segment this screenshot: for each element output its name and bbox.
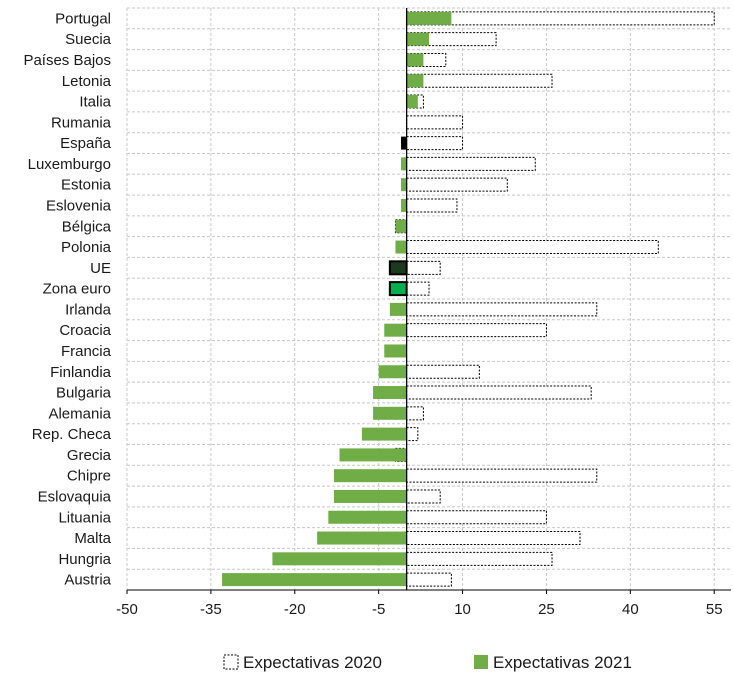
x-tick-label: -20 — [284, 601, 306, 618]
category-label: Hungria — [58, 551, 111, 568]
bar-2020 — [407, 490, 441, 503]
category-label: Polonia — [61, 239, 112, 256]
bar-2021 — [384, 344, 406, 357]
legend-item-2020: Expectativas 2020 — [224, 653, 382, 672]
x-tick-label: 10 — [454, 601, 471, 618]
x-tick-labels: -50 -35 -20 -5 10 25 40 55 — [116, 601, 722, 618]
category-label: Rep. Checa — [32, 426, 112, 443]
category-label: Bélgica — [62, 218, 112, 235]
bar-2020 — [407, 511, 547, 524]
bar-2020 — [407, 74, 552, 87]
bar-2021 — [407, 33, 429, 46]
category-label: Croacia — [59, 322, 111, 339]
bar-2021 — [401, 137, 407, 150]
bar-2021 — [401, 157, 407, 170]
bar-2020 — [407, 282, 429, 295]
category-label: Eslovaquia — [38, 488, 112, 505]
bar-2021 — [395, 220, 406, 233]
category-label: Francia — [61, 343, 112, 360]
category-label: Eslovenia — [46, 197, 112, 214]
bar-2020 — [407, 324, 547, 337]
legend-label-2020: Expectativas 2020 — [243, 653, 382, 672]
bar-2020 — [407, 199, 457, 212]
bar-2021 — [401, 199, 407, 212]
axes — [127, 8, 731, 594]
x-tick-label: 55 — [706, 601, 723, 618]
bar-2021 — [334, 469, 407, 482]
category-label: Luxemburgo — [28, 156, 111, 173]
x-tick-label: -50 — [116, 601, 138, 618]
bar-2020 — [407, 469, 597, 482]
bar-2020 — [407, 261, 441, 274]
category-label: Lituania — [58, 509, 111, 526]
bar-2020 — [407, 428, 418, 441]
bar-2020 — [407, 365, 480, 378]
bar-2020 — [407, 178, 508, 191]
bar-2020 — [407, 137, 463, 150]
bar-2020 — [407, 532, 580, 545]
bar-2021 — [390, 303, 407, 316]
bar-2021 — [407, 95, 418, 108]
category-label: Austria — [64, 572, 111, 589]
bar-2020 — [407, 386, 592, 399]
category-label: Alemania — [48, 405, 111, 422]
bar-2020 — [407, 303, 597, 316]
bar-2021 — [407, 53, 424, 66]
category-label: Malta — [74, 530, 111, 547]
legend-swatch-2021 — [474, 655, 488, 669]
legend-swatch-2020 — [224, 655, 238, 669]
legend-label-2021: Expectativas 2021 — [493, 653, 632, 672]
x-tick-label: 40 — [622, 601, 639, 618]
category-label: Estonia — [61, 177, 112, 194]
bar-2021 — [390, 282, 407, 295]
category-label: España — [60, 135, 112, 152]
category-label: Rumania — [51, 114, 112, 131]
category-label: Letonia — [62, 73, 112, 90]
category-label: Finlandia — [50, 364, 112, 381]
bar-2020 — [407, 407, 424, 420]
bar-2021 — [390, 261, 407, 274]
bar-2021 — [340, 448, 407, 461]
bar-2021 — [395, 241, 406, 254]
bar-2021 — [401, 178, 407, 191]
bar-2021 — [373, 386, 407, 399]
category-label: Italia — [79, 94, 111, 111]
bar-2020 — [407, 573, 452, 586]
bar-2020 — [407, 552, 552, 565]
bar-2021 — [407, 74, 424, 87]
category-label: Zona euro — [43, 281, 111, 298]
x-tick-label: 25 — [538, 601, 555, 618]
bar-2021 — [334, 490, 407, 503]
bar-2021 — [222, 573, 407, 586]
legend: Expectativas 2020 Expectativas 2021 — [224, 653, 632, 672]
bar-2020 — [407, 241, 659, 254]
category-label: Bulgaria — [56, 385, 112, 402]
bar-2021 — [362, 428, 407, 441]
bar-2021 — [328, 511, 406, 524]
bar-2021 — [384, 324, 406, 337]
bar-2021 — [407, 12, 452, 25]
category-label: Países Bajos — [23, 52, 111, 69]
category-labels: Portugal Suecia Países Bajos Letonia Italia R… — [23, 10, 111, 588]
category-label: Irlanda — [65, 301, 112, 318]
category-label: Portugal — [55, 10, 111, 27]
bar-2021 — [379, 365, 407, 378]
bar-2021 — [317, 532, 406, 545]
x-tick-label: -35 — [200, 601, 222, 618]
legend-item-2021: Expectativas 2021 — [474, 653, 632, 672]
category-label: Grecia — [67, 447, 112, 464]
x-tick-label: -5 — [372, 601, 385, 618]
category-label: Suecia — [65, 31, 112, 48]
category-label: UE — [90, 260, 111, 277]
category-label: Chipre — [67, 468, 111, 485]
bar-2020 — [407, 116, 463, 129]
bar-2021 — [272, 552, 406, 565]
bar-2020 — [407, 12, 715, 25]
bar-2021 — [373, 407, 407, 420]
bar-2020 — [407, 157, 536, 170]
